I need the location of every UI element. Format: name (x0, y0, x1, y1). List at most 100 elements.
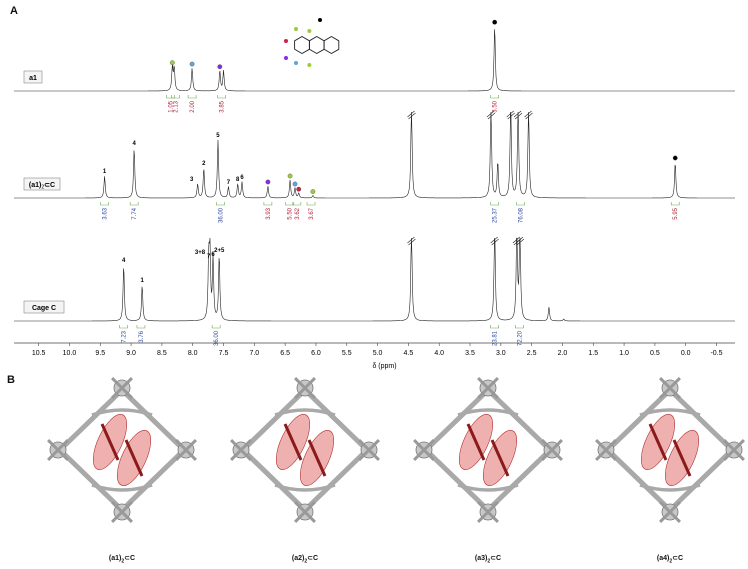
vertex-arm (111, 377, 124, 390)
vertex-arm (413, 448, 426, 461)
vertex-arm (239, 439, 252, 452)
vertex-arm (111, 510, 124, 523)
sample-label-box (23, 70, 43, 84)
vertex-arm (294, 377, 307, 390)
tick-label: 9.5 (95, 350, 105, 357)
cage-structure-4 (595, 377, 745, 523)
peak-label: 3+8 (195, 250, 206, 256)
peak-label: 7 (207, 254, 211, 260)
vertex-arm (294, 510, 307, 523)
anthracene-ring (323, 35, 340, 55)
truncation-mark (407, 110, 416, 120)
position-marker-blue (294, 61, 298, 65)
peak-dot-blue (189, 61, 195, 67)
peak-label: 4 (132, 141, 136, 147)
integral-value: 7.74 (132, 207, 138, 219)
integral-bracket (490, 325, 499, 329)
vertex-arm (422, 448, 435, 461)
structure-caption-3: (a3)2⊂C (474, 555, 502, 565)
vertex-arm (56, 439, 69, 452)
vertex-arm (358, 439, 371, 452)
tick-label: 10.5 (32, 350, 46, 357)
integral-bracket (670, 202, 680, 206)
guest-core (648, 423, 668, 461)
tick-label: 7.0 (249, 350, 259, 357)
anthracene-ring (294, 35, 310, 55)
vertex-arm (111, 501, 124, 514)
cage-linkers (639, 408, 701, 492)
peak-label: 2 (202, 161, 206, 167)
vertex-arm (294, 386, 307, 399)
spectrum-2: 4 1 3+8 672+5 Cage C 7.23 3.76 36.00 23.81 72.20 (14, 236, 735, 346)
sample-label-box (23, 177, 61, 191)
vertex-arm (486, 377, 499, 390)
vertex-arm (175, 439, 188, 452)
vertex-arm (486, 501, 499, 514)
peak-dot-green (310, 189, 316, 194)
guest-core (100, 423, 120, 461)
peak-label: 5 (216, 133, 220, 139)
spectrum-1: 1 4 2 3 5 7 8 6 (a1)2⊂C 3.63 7.74 36.00 3.93 5.50 3.62… (14, 110, 735, 223)
integral-value: 1.05 (169, 100, 175, 112)
vertex-arm (604, 439, 617, 452)
position-marker-purple (284, 56, 288, 60)
integral-bracket (285, 202, 294, 206)
peak-label: 8 (236, 177, 240, 183)
peak-label: 1 (103, 169, 107, 175)
peak-label: 6 (211, 252, 215, 258)
tick-label: 10.0 (63, 350, 77, 357)
cage-structure-3 (413, 377, 563, 523)
integral-value: 76.08 (519, 207, 525, 223)
peak-dot-purple (217, 64, 223, 70)
peak-label: 4 (122, 258, 126, 264)
integral-value: 3.50 (493, 100, 499, 112)
vertex-arm (477, 510, 490, 523)
integral-value: 36.00 (218, 207, 224, 223)
tick-label: 1.5 (588, 350, 598, 357)
cage-frame (240, 387, 370, 513)
cage-linkers (274, 408, 336, 492)
vertex-arm (367, 448, 380, 461)
vertex-arm (184, 439, 197, 452)
peak-dot-blue (292, 181, 298, 187)
integral-bracket (216, 202, 225, 206)
integral-bracket (187, 95, 197, 99)
integral-bracket (119, 325, 128, 329)
vertex-arm (367, 439, 380, 452)
guest-core (672, 439, 692, 477)
tick-label: 8.5 (157, 350, 167, 357)
vertex-arm (732, 448, 745, 461)
integral-bracket (515, 325, 524, 329)
vertex-arm (120, 510, 133, 523)
sample-label-text: (a1)2⊂C (29, 182, 55, 191)
cage-structure-2 (230, 377, 380, 523)
integral-value: 72.20 (517, 330, 523, 346)
position-marker-black (318, 18, 322, 22)
truncation-mark (524, 110, 533, 120)
vertex-arm (239, 448, 252, 461)
panel-a-label: A (10, 5, 18, 17)
tick-label: 1.0 (619, 350, 629, 357)
tick-label: 6.0 (311, 350, 321, 357)
tick-label: 2.0 (558, 350, 568, 357)
tick-label: 5.0 (373, 350, 383, 357)
vertex-arm (303, 377, 316, 390)
peak-label: 6 (240, 175, 244, 181)
vertex-arm (486, 386, 499, 399)
x-axis-label: δ (ppm) (372, 363, 396, 370)
vertex-arm (659, 386, 672, 399)
cage-structure-1 (47, 377, 197, 523)
integral-value: 5.50 (287, 207, 293, 219)
vertex-arm (120, 501, 133, 514)
structure-caption-4: (a4)2⊂C (656, 555, 684, 565)
vertex-arm (175, 448, 188, 461)
integral-value: 2.00 (190, 100, 196, 112)
integral-bracket (490, 202, 499, 206)
vertex-arm (732, 439, 745, 452)
vertex-arm (659, 501, 672, 514)
integral-value: 23.81 (493, 330, 499, 346)
peak-dot-red (296, 186, 302, 192)
peak-label: 7 (227, 180, 231, 186)
vertex-arm (595, 448, 608, 461)
spectrum-0: a1 1.052.13 2.00 3.85 3.50 (14, 19, 735, 113)
